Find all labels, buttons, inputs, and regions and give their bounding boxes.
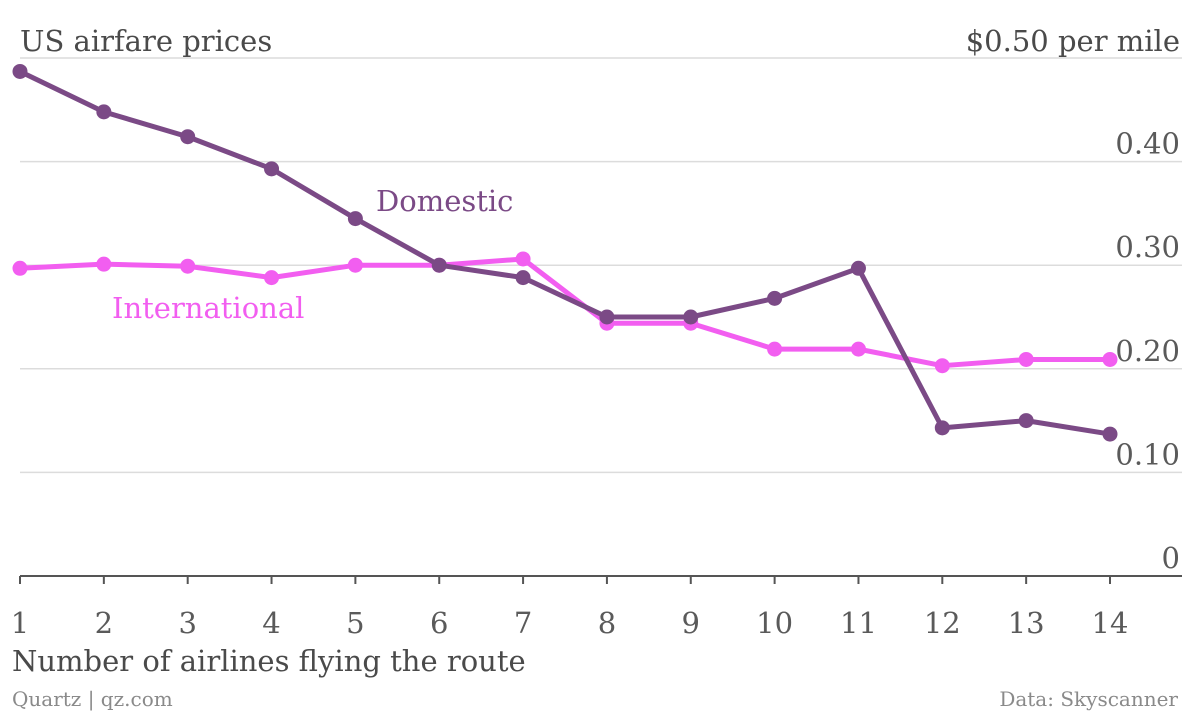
chart-title: US airfare prices: [20, 24, 272, 58]
series-label-domestic: Domestic: [376, 184, 513, 218]
data-point-domestic: [96, 104, 112, 120]
x-tick-label: 14: [1092, 606, 1129, 640]
source-left: Quartz | qz.com: [12, 687, 173, 712]
y-top-label: $0.50 per mile: [966, 24, 1180, 58]
x-tick-label: 4: [262, 606, 280, 640]
x-tick-label: 6: [430, 606, 448, 640]
x-axis-label: Number of airlines flying the route: [12, 644, 526, 678]
series-domestic: [12, 63, 1118, 442]
x-tick-label: 9: [682, 606, 700, 640]
data-point-international: [347, 257, 363, 273]
data-point-domestic: [599, 309, 615, 325]
data-point-domestic: [934, 420, 950, 436]
y-tick-labels: 0 0.10 0.20 0.30 0.40: [1115, 127, 1180, 575]
x-tick-label: 8: [598, 606, 616, 640]
data-point-domestic: [767, 290, 783, 306]
y-tick-label: 0.30: [1115, 230, 1180, 264]
data-point-domestic: [515, 270, 531, 286]
data-point-domestic: [1102, 426, 1118, 442]
data-point-domestic: [1018, 413, 1034, 429]
y-tick-label: 0: [1162, 541, 1180, 575]
x-tick-label: 7: [514, 606, 532, 640]
series-line-international: [17, 256, 1113, 369]
data-point-international: [1102, 351, 1118, 367]
series-lines: [12, 63, 1118, 442]
series-line-domestic: [17, 68, 1113, 437]
data-point-domestic: [180, 129, 196, 145]
data-point-international: [515, 251, 531, 267]
data-point-domestic: [431, 257, 447, 273]
series-international: [12, 251, 1118, 374]
y-tick-label: 0.40: [1115, 127, 1180, 161]
data-point-domestic: [264, 161, 280, 177]
x-tick-labels: 1 2 3 4 5 6 7 8 9 10 11 12 13 14: [11, 576, 1129, 640]
source-right: Data: Skyscanner: [999, 687, 1178, 711]
data-point-international: [96, 256, 112, 272]
gridlines: [20, 57, 1182, 577]
data-point-domestic: [347, 211, 363, 227]
data-point-international: [12, 260, 28, 276]
x-tick-label: 5: [346, 606, 364, 640]
x-tick-label: 11: [840, 606, 877, 640]
x-tick-label: 2: [95, 606, 113, 640]
y-tick-label: 0.10: [1115, 437, 1180, 471]
series-label-international: International: [112, 291, 304, 325]
x-tick-label: 1: [11, 606, 29, 640]
x-tick-label: 13: [1008, 606, 1045, 640]
x-tick-label: 10: [756, 606, 793, 640]
data-point-international: [850, 341, 866, 357]
y-tick-label: 0.20: [1115, 334, 1180, 368]
x-tick-label: 12: [924, 606, 961, 640]
x-tick-label: 3: [178, 606, 196, 640]
data-point-international: [264, 270, 280, 286]
data-point-international: [1018, 351, 1034, 367]
data-point-domestic: [850, 260, 866, 276]
data-point-international: [180, 258, 196, 274]
data-point-international: [767, 341, 783, 357]
data-point-international: [934, 358, 950, 374]
data-point-domestic: [12, 63, 28, 79]
data-point-domestic: [683, 309, 699, 325]
